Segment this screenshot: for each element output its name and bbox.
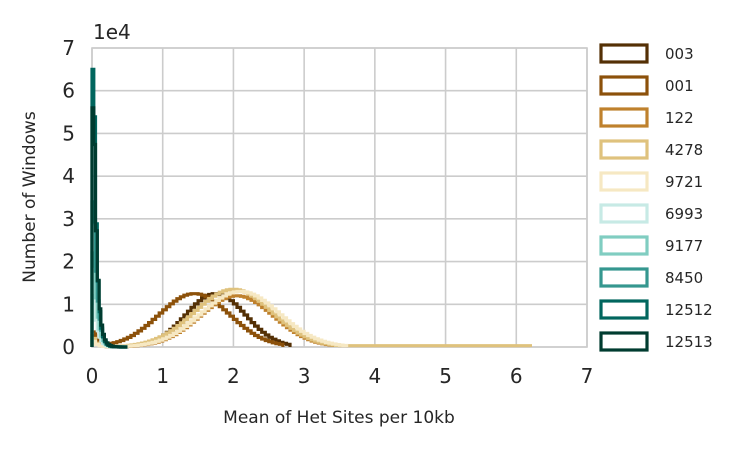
x-tick-labels: 0 1 2 3 4 5 6 7: [86, 364, 594, 388]
legend-swatch-003: [599, 43, 649, 64]
y-tick-label: 3: [62, 207, 75, 231]
series-001: [90, 292, 285, 347]
x-tick-label: 1: [156, 364, 169, 388]
x-tick-label: 3: [298, 364, 311, 388]
legend-label-12513: 12513: [665, 333, 713, 351]
y-axis-label: Number of Windows: [20, 111, 40, 283]
legend-label-001: 001: [665, 77, 694, 95]
x-tick-label: 2: [227, 364, 240, 388]
x-tick-label: 7: [581, 364, 594, 388]
legend-swatch-12512: [599, 299, 649, 320]
y-tick-label: 7: [62, 36, 75, 60]
legend-label-9177: 9177: [665, 237, 703, 255]
y-tick-label: 4: [62, 164, 75, 188]
y-multiplier-label: 1e4: [93, 20, 131, 44]
y-tick-label: 1: [62, 292, 75, 316]
legend-label-9721: 9721: [665, 173, 703, 191]
x-tick-label: 4: [368, 364, 381, 388]
x-tick-label: 5: [439, 364, 452, 388]
series-9721: [90, 289, 349, 349]
legend-swatch-9721: [599, 171, 649, 192]
legend-swatch-122: [599, 107, 649, 128]
legend-swatch-12513: [599, 331, 649, 352]
plot-area: [92, 48, 587, 347]
y-tick-label: 0: [62, 335, 75, 359]
x-tick-label: 0: [86, 364, 99, 388]
y-tick-label: 6: [62, 79, 75, 103]
series-12513: [90, 106, 128, 349]
legend-swatch-001: [599, 75, 649, 96]
legend-label-12512: 12512: [665, 301, 713, 319]
legend-swatch-4278: [599, 139, 649, 160]
legend-swatch-9177: [599, 235, 649, 256]
series-layer: [90, 67, 532, 349]
x-axis-label: Mean of Het Sites per 10kb: [223, 408, 455, 428]
legend-label-6993: 6993: [665, 205, 703, 223]
legend-label-4278: 4278: [665, 141, 703, 159]
x-tick-label: 6: [510, 364, 523, 388]
grid-lines: [91, 47, 588, 348]
legend: 003 001 122 4278 9721 6993 9177 8450 12512 12513: [599, 43, 713, 352]
legend-swatch-6993: [599, 203, 649, 224]
legend-label-8450: 8450: [665, 269, 703, 287]
legend-swatch-8450: [599, 267, 649, 288]
legend-label-122: 122: [665, 109, 694, 127]
y-tick-label: 2: [62, 250, 75, 274]
y-tick-labels: 0 1 2 3 4 5 6 7: [62, 36, 75, 359]
y-tick-label: 5: [62, 121, 75, 145]
legend-label-003: 003: [665, 45, 694, 63]
